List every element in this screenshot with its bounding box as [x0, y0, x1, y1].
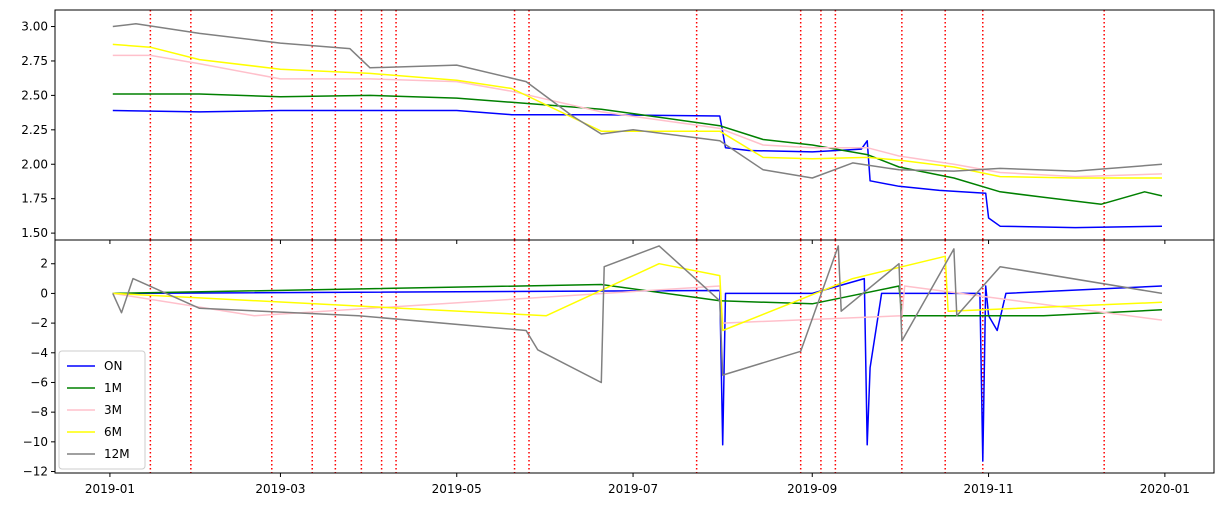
bottom-series-group — [112, 245, 1163, 462]
x-tick-label: 2019-09 — [787, 482, 837, 496]
top-series-12m — [112, 23, 1163, 179]
bottom-y-tick-label: −12 — [23, 465, 48, 479]
bottom-series-6m — [112, 255, 1163, 332]
bottom-series-on — [112, 277, 1163, 462]
bottom-event-lines — [149, 240, 1105, 473]
legend-label-12m: 12M — [104, 447, 130, 461]
x-tick-label: 2019-03 — [255, 482, 305, 496]
top-y-tick-label: 2.75 — [21, 54, 48, 68]
top-series-1m — [112, 93, 1163, 205]
x-tick-label: 2020-01 — [1140, 482, 1190, 496]
bottom-y-tick-label: −4 — [30, 346, 48, 360]
bottom-series-12m — [112, 245, 1163, 384]
legend-label-on: ON — [104, 359, 122, 373]
top-y-tick-label: 2.00 — [21, 157, 48, 171]
top-y-tick-label: 2.25 — [21, 123, 48, 137]
legend-label-1m: 1M — [104, 381, 122, 395]
top-y-tick-label: 3.00 — [21, 20, 48, 34]
x-tick-label: 2019-11 — [963, 482, 1013, 496]
top-series-group — [112, 23, 1163, 229]
legend-box — [58, 350, 146, 470]
x-tick-label: 2019-07 — [608, 482, 658, 496]
top-y-tick-label: 2.50 — [21, 88, 48, 102]
legend: ON 1M 3M 6M 12M — [58, 350, 146, 470]
bottom-y-tick-label: −2 — [30, 316, 48, 330]
top-panel: 1.50 1.75 2.00 2.25 2.50 2.75 3.00 — [21, 9, 1215, 244]
bottom-y-tick-label: 0 — [40, 286, 48, 300]
top-y-tick-label: 1.50 — [21, 226, 48, 240]
x-tick-label: 2019-01 — [85, 482, 135, 496]
bottom-y-tick-label: −8 — [30, 405, 48, 419]
bottom-panel: 20−2−4−6−8−10−12 2019-01 2019-03 2019-05 20… — [23, 239, 1215, 496]
bottom-y-ticks: 2 0 −2 −4 −6 −8 −10 −12 — [23, 257, 55, 479]
bottom-y-tick-label: −6 — [30, 375, 48, 389]
bottom-plot-frame — [54, 239, 1215, 474]
legend-label-6m: 6M — [104, 425, 122, 439]
top-series-on — [112, 109, 1163, 229]
x-tick-label: 2019-05 — [432, 482, 482, 496]
legend-label-3m: 3M — [104, 403, 122, 417]
top-y-tick-label: 1.75 — [21, 192, 48, 206]
x-axis-ticks: 2019-01 2019-03 2019-05 2019-07 2019-09 2019-… — [85, 473, 1190, 496]
top-y-ticks: 1.50 1.75 2.00 2.25 2.50 2.75 3.00 — [21, 20, 1166, 244]
top-series-3m — [112, 54, 1163, 178]
bottom-y-tick-label: −10 — [23, 435, 48, 449]
bottom-series-1m — [112, 283, 1163, 317]
bottom-y-tick-label: 2 — [40, 257, 48, 271]
